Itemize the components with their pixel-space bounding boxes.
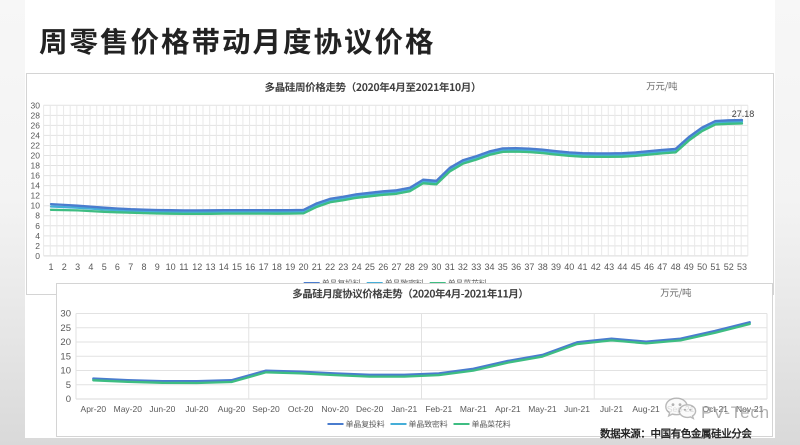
svg-text:20: 20 xyxy=(31,151,41,161)
svg-text:Jan-21: Jan-21 xyxy=(391,404,417,414)
svg-text:25: 25 xyxy=(60,323,71,334)
svg-text:PV-Tech: PV-Tech xyxy=(701,403,770,422)
svg-text:42: 42 xyxy=(591,262,601,272)
svg-text:43: 43 xyxy=(604,262,614,272)
svg-text:24: 24 xyxy=(31,130,41,140)
svg-text:41: 41 xyxy=(577,262,587,272)
svg-text:14: 14 xyxy=(31,181,41,191)
svg-text:20: 20 xyxy=(298,262,308,272)
svg-text:1: 1 xyxy=(48,262,53,272)
svg-text:53: 53 xyxy=(737,262,747,272)
svg-text:Jul-20: Jul-20 xyxy=(185,404,208,414)
svg-text:10: 10 xyxy=(60,366,71,377)
svg-text:Mar-21: Mar-21 xyxy=(460,404,487,414)
svg-text:23: 23 xyxy=(338,262,348,272)
svg-text:Nov-20: Nov-20 xyxy=(321,404,349,414)
svg-text:8: 8 xyxy=(141,262,146,272)
svg-text:13: 13 xyxy=(205,262,215,272)
svg-text:30: 30 xyxy=(31,100,41,110)
svg-text:Apr-20: Apr-20 xyxy=(81,404,107,414)
svg-text:Feb-21: Feb-21 xyxy=(425,404,452,414)
svg-text:8: 8 xyxy=(35,211,40,221)
svg-text:22: 22 xyxy=(31,141,41,151)
svg-text:5: 5 xyxy=(66,380,71,391)
svg-text:4: 4 xyxy=(35,231,40,241)
svg-text:27.18: 27.18 xyxy=(732,109,755,119)
svg-text:6: 6 xyxy=(35,221,40,231)
svg-text:36: 36 xyxy=(511,262,521,272)
svg-text:Oct-20: Oct-20 xyxy=(288,404,314,414)
svg-text:9: 9 xyxy=(155,262,160,272)
svg-text:12: 12 xyxy=(31,191,41,201)
svg-text:Aug-20: Aug-20 xyxy=(218,404,246,414)
svg-text:14: 14 xyxy=(219,262,229,272)
svg-text:16: 16 xyxy=(245,262,255,272)
svg-text:12: 12 xyxy=(192,262,202,272)
svg-text:Apr-21: Apr-21 xyxy=(495,404,521,414)
svg-text:46: 46 xyxy=(644,262,654,272)
svg-text:22: 22 xyxy=(325,262,335,272)
svg-text:50: 50 xyxy=(697,262,707,272)
svg-text:51: 51 xyxy=(710,262,720,272)
svg-text:Jul-21: Jul-21 xyxy=(600,404,623,414)
svg-text:Sep-20: Sep-20 xyxy=(252,404,280,414)
svg-text:17: 17 xyxy=(259,262,269,272)
svg-text:6: 6 xyxy=(115,262,120,272)
svg-text:28: 28 xyxy=(405,262,415,272)
svg-text:18: 18 xyxy=(31,161,41,171)
svg-text:26: 26 xyxy=(31,120,41,130)
svg-text:2: 2 xyxy=(62,262,67,272)
svg-text:11: 11 xyxy=(179,262,188,272)
svg-text:35: 35 xyxy=(498,262,508,272)
svg-text:37: 37 xyxy=(524,262,534,272)
svg-text:38: 38 xyxy=(538,262,548,272)
svg-text:39: 39 xyxy=(551,262,561,272)
svg-text:4: 4 xyxy=(88,262,93,272)
svg-text:25: 25 xyxy=(365,262,375,272)
svg-text:28: 28 xyxy=(31,110,41,120)
svg-text:May-21: May-21 xyxy=(528,404,557,414)
svg-text:52: 52 xyxy=(724,262,734,272)
svg-text:45: 45 xyxy=(631,262,641,272)
svg-text:7: 7 xyxy=(128,262,133,272)
svg-text:0: 0 xyxy=(35,251,40,261)
svg-text:49: 49 xyxy=(684,262,694,272)
svg-text:Oct-21: Oct-21 xyxy=(702,404,728,414)
svg-text:Jun-20: Jun-20 xyxy=(149,404,175,414)
svg-text:0: 0 xyxy=(66,394,71,405)
svg-text:5: 5 xyxy=(102,262,107,272)
svg-text:16: 16 xyxy=(31,171,41,181)
svg-text:Nov-21: Nov-21 xyxy=(736,404,764,414)
svg-text:48: 48 xyxy=(671,262,681,272)
svg-text:2: 2 xyxy=(35,241,40,251)
svg-text:29: 29 xyxy=(418,262,428,272)
svg-text:15: 15 xyxy=(232,262,242,272)
svg-text:47: 47 xyxy=(657,262,667,272)
svg-text:31: 31 xyxy=(445,262,455,272)
svg-text:15: 15 xyxy=(60,352,71,363)
svg-text:May-20: May-20 xyxy=(114,404,143,414)
svg-text:Aug-21: Aug-21 xyxy=(632,404,660,414)
svg-text:26: 26 xyxy=(378,262,388,272)
svg-text:30: 30 xyxy=(60,309,71,320)
svg-text:3: 3 xyxy=(75,262,80,272)
svg-text:20: 20 xyxy=(60,337,71,348)
svg-text:32: 32 xyxy=(458,262,468,272)
svg-text:44: 44 xyxy=(617,262,627,272)
svg-text:30: 30 xyxy=(431,262,441,272)
svg-text:40: 40 xyxy=(564,262,574,272)
svg-text:Jun-21: Jun-21 xyxy=(564,404,590,414)
svg-text:34: 34 xyxy=(484,262,494,272)
svg-text:10: 10 xyxy=(31,201,41,211)
svg-text:10: 10 xyxy=(166,262,176,272)
svg-text:21: 21 xyxy=(312,262,322,272)
svg-text:24: 24 xyxy=(352,262,362,272)
svg-text:18: 18 xyxy=(272,262,282,272)
svg-text:Dec-20: Dec-20 xyxy=(356,404,384,414)
svg-text:27: 27 xyxy=(391,262,401,272)
svg-text:19: 19 xyxy=(285,262,295,272)
svg-text:33: 33 xyxy=(471,262,481,272)
